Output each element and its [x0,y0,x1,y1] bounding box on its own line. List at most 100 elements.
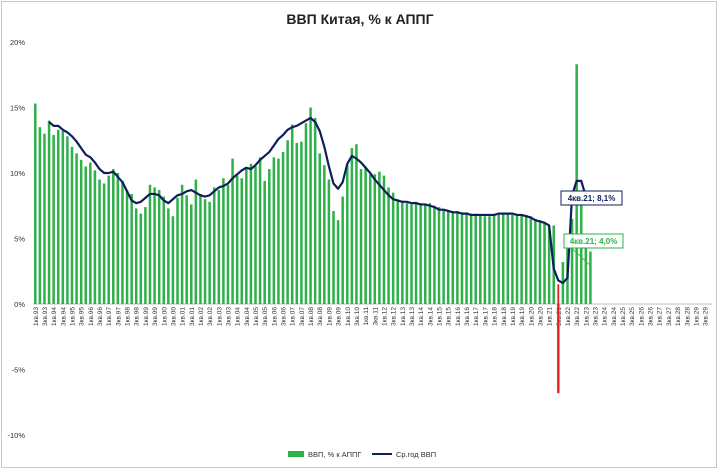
bar [125,190,129,304]
bar [52,135,55,304]
line-series [48,116,591,285]
bar [70,146,74,304]
bar [79,159,83,304]
bar [543,222,546,304]
x-tick-label: 1кв.15 [437,307,444,326]
bar [38,127,42,305]
bar [405,203,409,304]
bar [474,213,477,304]
y-tick-label: 0% [14,300,25,309]
bar [258,157,262,304]
bar [116,173,120,304]
x-tick-label: 1кв.97 [106,307,113,326]
bar [483,216,487,304]
x-tick-label: 1кв.24 [602,307,609,326]
bar [130,193,133,304]
x-tick-label: 1кв.03 [216,307,223,326]
bar [460,212,464,304]
x-tick-label: 3кв.03 [225,307,232,326]
annotation-bar-label: 4кв.21; 4,0% [570,237,618,246]
annotation-box [563,233,624,249]
x-tick-label: 3кв.96 [97,307,104,326]
bar [313,117,317,304]
bar [465,212,468,304]
x-tick-label: 3кв.28 [684,307,691,326]
bar [506,213,510,304]
y-tick-label: 20% [10,38,25,47]
x-tick-label: 1кв.93 [33,307,40,326]
bar [529,216,533,304]
bar [538,220,542,304]
bar [153,187,156,304]
x-tick-label: 3кв.95 [79,307,86,326]
x-tick-label: 1кв.11 [363,307,370,326]
bar [341,196,344,304]
bar [272,157,276,304]
bar [162,196,166,304]
bar [570,218,574,304]
bar [332,210,335,304]
legend-line-label: Ср.год ВВП [396,450,436,459]
x-tick-label: 3кв.94 [60,307,67,326]
bar-series [34,64,592,394]
x-tick-label: 1кв.01 [180,307,187,326]
bar [134,208,138,304]
bar [373,174,377,304]
y-tick-label: -10% [7,431,25,440]
bar [437,207,441,304]
bar [414,201,418,304]
x-tick-label: 1кв.13 [400,307,407,326]
x-tick-label: 3кв.22 [574,307,581,326]
bar [194,179,198,304]
bar [387,187,390,304]
bar [515,214,519,304]
chart-title: ВВП Китая, % к АППГ [286,11,433,27]
x-tick-label: 3кв.16 [464,307,471,326]
x-tick-label: 1кв.98 [125,307,132,326]
x-tick-label: 3кв.13 [409,307,416,326]
x-tick-label: 1кв.99 [143,307,150,326]
bar [226,184,230,304]
bar [47,120,51,304]
bar [327,179,331,304]
bar [89,162,92,304]
bar [249,163,253,304]
bar [167,208,170,304]
annotation-line-label: 4кв.21; 8,1% [568,194,616,203]
bar [451,210,455,304]
bar [469,213,473,304]
x-tick-label: 1кв.00 [161,307,168,326]
bar [144,207,147,304]
bar [281,152,285,304]
bar [222,178,225,304]
x-tick-label: 3кв.08 [317,307,324,326]
bar [359,169,363,304]
x-tick-label: 3кв.26 [648,307,655,326]
x-tick-label: 3кв.20 [537,307,544,326]
bar [520,214,523,304]
x-tick-label: 1кв.05 [253,307,260,326]
x-tick-label: 1кв.26 [638,307,645,326]
bar [419,203,422,304]
bar [157,190,161,304]
legend: ВВП, % к АППГ Ср.год ВВП [288,450,436,459]
x-axis: 1кв.93 3кв.93 1кв.94 3кв.94 1кв.95 3кв.95 1кв.… [33,303,712,326]
bar [442,209,445,304]
x-tick-label: 1кв.18 [492,307,499,326]
bar [107,175,110,304]
x-tick-label: 3кв.14 [427,307,434,326]
x-tick-label: 3кв.11 [372,307,379,326]
x-tick-label: 3кв.07 [299,307,306,326]
bar [217,190,221,304]
x-tick-label: 1кв.27 [657,307,664,326]
bar [488,216,491,304]
bar [323,165,326,304]
bar [350,148,354,304]
bar [176,197,179,304]
bar [346,165,349,304]
x-tick-label: 3кв.24 [611,307,618,326]
x-tick-label: 1кв.28 [675,307,682,326]
x-tick-label: 3кв.10 [354,307,361,326]
bar [382,175,386,304]
x-tick-label: 1кв.25 [620,307,627,326]
